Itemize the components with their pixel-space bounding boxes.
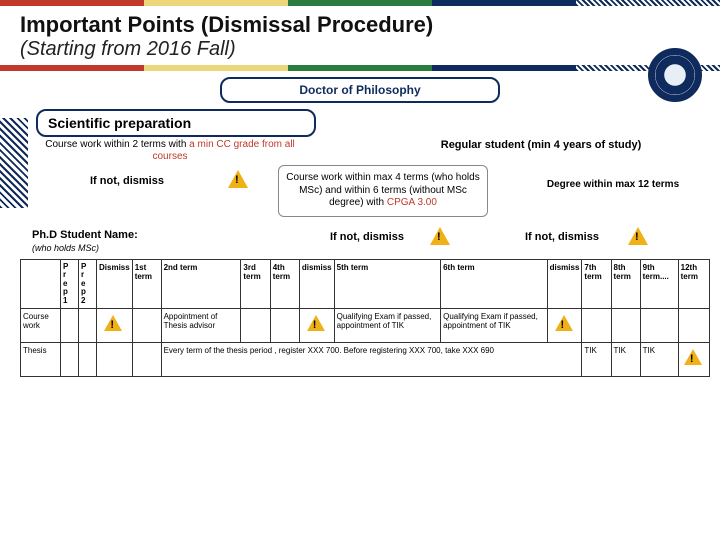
top-stripe	[0, 0, 720, 6]
warning-icon	[684, 349, 702, 365]
degree-header: Doctor of Philosophy	[220, 77, 500, 103]
header-prep1: Prep1	[61, 260, 79, 309]
cell-appointment: Appointment of Thesis advisor	[161, 308, 241, 342]
coursework-max-box: Course work within max 4 terms (who hold…	[278, 165, 488, 217]
cell-qexam2: Qualifying Exam if passed, appointment o…	[441, 308, 547, 342]
thesis-note: Every term of the thesis period , regist…	[161, 342, 582, 376]
scientific-preparation-box: Scientific preparation	[36, 109, 316, 137]
header-t5: 5th term	[334, 260, 440, 309]
header-t3: 3rd term	[241, 260, 270, 309]
cw-max-b: CPGA 3.00	[387, 197, 437, 208]
cell-tik: TIK	[611, 342, 640, 376]
header-dismiss: Dismiss	[97, 260, 133, 309]
timeline-table: Prep1 Prep2 Dismiss 1st term 2nd term 3r…	[20, 259, 710, 377]
cell-tik: TIK	[640, 342, 678, 376]
cell-warn	[547, 308, 582, 342]
cell-tik: TIK	[582, 342, 611, 376]
header-t4: 4th term	[270, 260, 299, 309]
warning-icon	[430, 227, 450, 245]
student-name-label: Ph.D Student Name:	[32, 229, 138, 241]
header-dismiss3: dismiss	[547, 260, 582, 309]
coursework-row: Course work Appointment of Thesis adviso…	[21, 308, 710, 342]
cell-qexam1: Qualifying Exam if passed, appointment o…	[334, 308, 440, 342]
warning-icon	[307, 315, 325, 331]
if-not-dismiss-3: If not, dismiss	[525, 231, 599, 243]
row-label-thesis: Thesis	[21, 342, 61, 376]
cell-warn	[678, 342, 709, 376]
cw-max-a: Course work within max 4 terms (who hold…	[286, 172, 479, 208]
header-dismiss2: dismiss	[299, 260, 334, 309]
warning-icon	[228, 170, 248, 188]
if-not-dismiss-2: If not, dismiss	[330, 231, 404, 243]
header-t7: 7th term	[582, 260, 611, 309]
header-t2: 2nd term	[161, 260, 241, 309]
regular-student-text: Regular student (min 4 years of study)	[396, 139, 686, 151]
coursework-sci-a: Course work within 2 terms with	[45, 139, 189, 150]
header-t1: 1st term	[132, 260, 161, 309]
header-empty	[21, 260, 61, 309]
mid-stripe	[0, 65, 720, 71]
cell-warn	[97, 308, 133, 342]
warning-icon	[555, 315, 573, 331]
warning-icon	[104, 315, 122, 331]
degree-max-text: Degree within max 12 terms	[528, 179, 698, 190]
coursework-sci-text: Course work within 2 terms with a min CC…	[40, 139, 300, 163]
page-subtitle: (Starting from 2016 Fall)	[20, 38, 700, 61]
thesis-row: Thesis Every term of the thesis period ,…	[21, 342, 710, 376]
header-prep2: Prep2	[79, 260, 97, 309]
warning-icon	[628, 227, 648, 245]
header-t8: 8th term	[611, 260, 640, 309]
table-header-row: Prep1 Prep2 Dismiss 1st term 2nd term 3r…	[21, 260, 710, 309]
header-t9: 9th term....	[640, 260, 678, 309]
university-seal-icon	[648, 48, 702, 102]
if-not-dismiss-1: If not, dismiss	[90, 175, 164, 187]
header-t6: 6th term	[441, 260, 547, 309]
row-label-coursework: Course work	[21, 308, 61, 342]
header-t12: 12th term	[678, 260, 709, 309]
cell-warn	[299, 308, 334, 342]
who-holds-label: (who holds MSc)	[32, 243, 99, 253]
page-title: Important Points (Dismissal Procedure)	[20, 12, 700, 38]
